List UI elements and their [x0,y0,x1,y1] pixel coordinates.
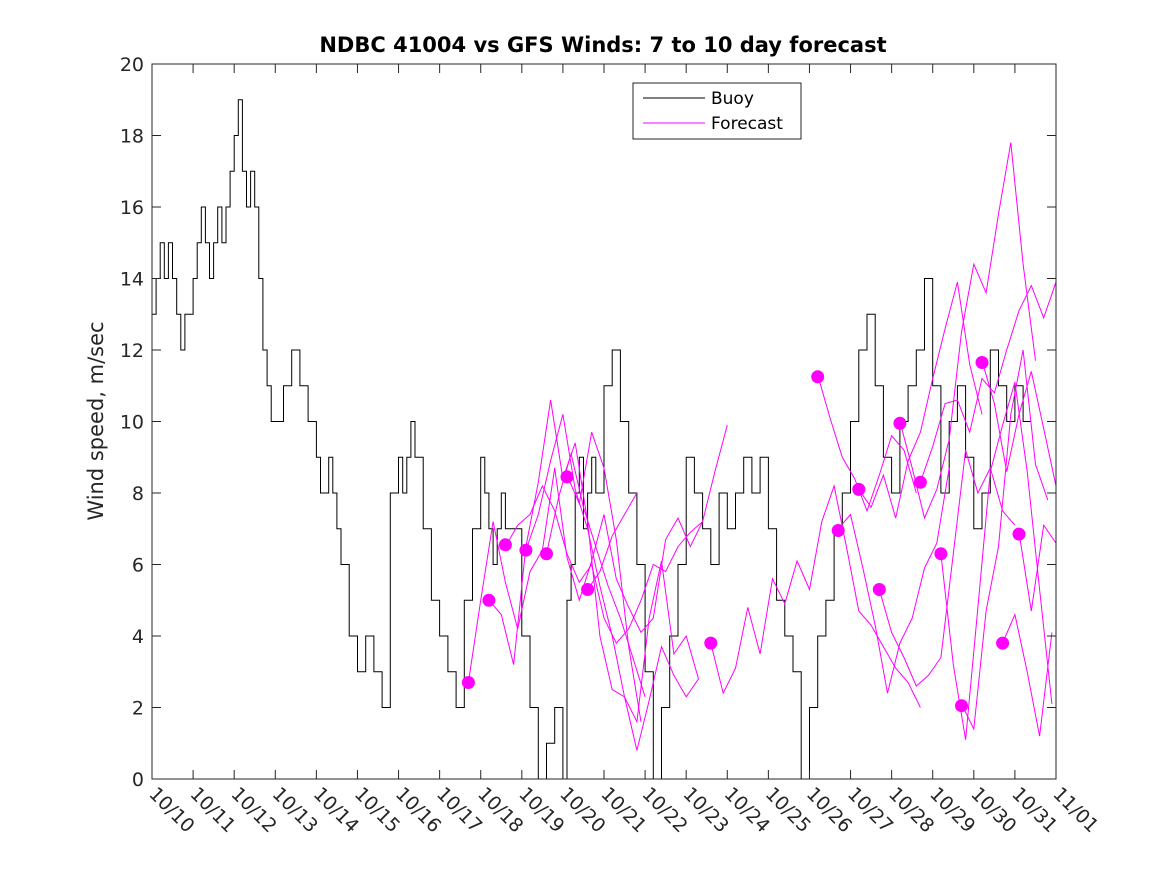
y-tick-label: 10 [120,412,144,434]
legend-box [632,82,802,140]
forecast-marker-10 [831,524,845,537]
forecast-marker-11 [852,482,866,496]
forecast-marker-18 [996,636,1010,650]
forecast-marker-5 [540,547,553,561]
forecast-marker-15 [934,547,948,561]
forecast-line-14 [919,281,1056,483]
forecast-line-9 [817,374,917,513]
forecast-marker-9 [811,370,825,384]
y-tick-label: 8 [132,483,144,505]
forecast-line-1 [467,424,728,683]
y-tick-label: 18 [120,126,144,148]
forecast-line-18 [1002,612,1053,737]
forecast-marker-17 [975,356,989,369]
y-tick-label: 4 [132,626,144,648]
chart-title: NDBC 41004 vs GFS Winds: 7 to 10 day for… [319,33,886,57]
y-axis: 0 2 4 6 8 10 12 14 16 18 20 [120,54,1056,791]
forecast-series-group [467,142,1056,751]
y-axis-label: Wind speed, m/sec [84,321,108,520]
forecast-marker-16 [955,699,968,713]
y-tick-label: 2 [132,698,144,720]
forecast-line-3 [504,484,703,644]
forecast-line-16 [961,349,1049,731]
legend-forecast-label: Forecast [711,114,783,134]
forecast-line-10 [837,467,950,694]
forecast-markers-group [461,356,1026,713]
legend-buoy-label: Buoy [711,89,754,109]
y-tick-label: 16 [120,197,144,219]
forecast-line-13 [899,142,1036,520]
forecast-line-6 [566,432,642,722]
y-tick-label: 20 [120,54,144,76]
legend: Buoy Forecast [632,82,802,140]
forecast-marker-6 [560,470,574,484]
forecast-line-11 [858,281,983,519]
forecast-marker-13 [893,416,907,430]
y-tick-label: 14 [120,269,144,291]
y-tick-label: 12 [120,340,144,362]
forecast-line-2 [488,399,699,724]
forecast-marker-8 [704,636,718,650]
y-tick-label: 6 [132,555,144,577]
forecast-line-4 [525,414,699,751]
forecast-line-8 [710,484,921,708]
forecast-marker-4 [519,543,533,557]
forecast-line-19 [1018,523,1056,612]
forecast-marker-14 [913,475,927,489]
forecast-marker-1 [461,676,475,689]
y-tick-label: 0 [132,769,144,791]
forecast-line-7 [587,492,638,590]
forecast-marker-7 [581,583,595,596]
forecast-marker-12 [872,583,886,596]
forecast-marker-19 [1012,527,1026,541]
forecast-line-17 [981,360,1056,487]
forecast-marker-2 [482,593,496,607]
forecast-marker-3 [498,538,512,552]
